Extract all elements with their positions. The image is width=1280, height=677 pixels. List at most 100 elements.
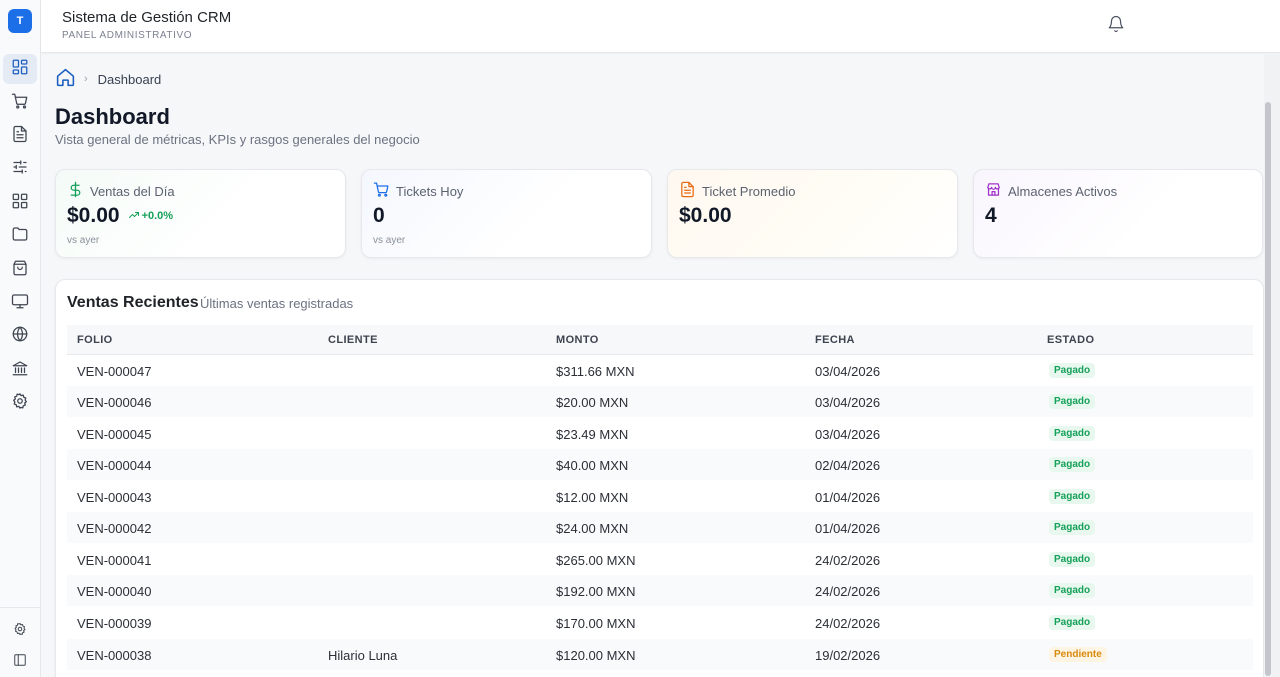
cell-monto: $120.00 MXN [556,648,636,663]
status-badge: Pagado [1049,489,1096,504]
sidebar-toggle-icon [13,653,27,672]
cell-fecha: 19/02/2026 [815,648,881,663]
table-row[interactable]: VEN-000041 $265.00 MXN 24/02/2026 Pagado [67,544,1253,575]
column-header-monto[interactable]: MONTO [556,334,599,346]
sidebar-footer [0,607,40,677]
monitor-icon [11,292,29,315]
cell-folio: VEN-000044 [77,458,152,473]
bell-icon [1107,15,1125,37]
receipt-icon [679,181,696,201]
status-badge: Pagado [1049,457,1096,472]
app-logo[interactable]: T [8,9,32,33]
store-icon [985,181,1002,201]
status-badge: Pagado [1049,552,1096,567]
cell-folio: VEN-000043 [77,490,152,505]
table-row[interactable]: VEN-000042 $24.00 MXN 01/04/2026 Pagado [67,512,1253,543]
shopping-cart-icon [11,92,29,115]
table-row[interactable]: VEN-000045 $23.49 MXN 03/04/2026 Pagado [67,418,1253,449]
cell-fecha: 02/04/2026 [815,458,881,473]
column-header-cliente[interactable]: CLIENTE [328,334,378,346]
table-row[interactable]: VEN-000046 $20.00 MXN 03/04/2026 Pagado [67,386,1253,417]
table-row[interactable]: VEN-000040 $192.00 MXN 24/02/2026 Pagado [67,575,1253,606]
table-row[interactable]: VEN-000043 $12.00 MXN 01/04/2026 Pagado [67,481,1253,512]
cell-fecha: 24/02/2026 [815,584,881,599]
cell-fecha: 24/02/2026 [815,616,881,631]
app-subtitle: PANEL ADMINISTRATIVO [62,30,193,41]
table-row[interactable]: VEN-000044 $40.00 MXN 02/04/2026 Pagado [67,449,1253,480]
shopping-cart-icon [373,181,390,201]
sidebar-item-configuracion[interactable] [3,388,37,418]
kpi-value: $0.00 [679,204,732,227]
column-header-folio[interactable]: FOLIO [77,334,113,346]
table-row[interactable]: VEN-000039 $170.00 MXN 24/02/2026 Pagado [67,607,1253,638]
sidebar-item-productos[interactable] [3,255,37,285]
app-title: Sistema de Gestión CRM [62,9,232,26]
sidebar-item-carpetas[interactable] [3,221,37,251]
table-row[interactable]: VEN-000038 Hilario Luna $120.00 MXN 19/0… [67,639,1253,670]
sidebar-item-dashboard[interactable] [3,54,37,84]
grid-icon [11,192,29,215]
cell-monto: $265.00 MXN [556,553,636,568]
kpi-value: 4 [985,204,997,227]
folder-icon [11,225,29,248]
cell-folio: VEN-000040 [77,584,152,599]
sidebar-settings-button[interactable] [3,616,37,646]
sidebar-item-bancos[interactable] [3,355,37,385]
kpi-trend: +0.0% [128,209,174,224]
breadcrumb: › Dashboard [55,67,161,91]
cell-monto: $40.00 MXN [556,458,629,473]
grid-dashboard-icon [11,58,29,81]
cell-monto: $12.00 MXN [556,490,629,505]
page-title: Dashboard [55,104,170,129]
table-row[interactable]: VEN-000047 $311.66 MXN 03/04/2026 Pagado [67,355,1253,386]
column-header-estado[interactable]: ESTADO [1047,334,1095,346]
notifications-button[interactable] [1107,15,1127,35]
scrollbar-thumb[interactable] [1265,102,1271,676]
cell-folio: VEN-000047 [77,364,152,379]
sidebar-item-documentos[interactable] [3,121,37,151]
cell-cliente: Hilario Luna [328,648,398,663]
kpi-trend-value: +0.0% [141,210,174,222]
sidebar: T [0,0,41,677]
kpi-value: $0.00 [67,204,120,227]
kpi-label: Ticket Promedio [702,183,796,199]
kpi-card-ticket-promedio: Ticket Promedio $0.00 [667,169,958,258]
top-header: Sistema de Gestión CRM PANEL ADMINISTRAT… [41,0,1280,53]
dollar-icon [67,181,84,201]
cell-fecha: 03/04/2026 [815,427,881,442]
home-icon[interactable] [55,67,76,91]
globe-icon [11,325,29,348]
cell-monto: $170.00 MXN [556,616,636,631]
breadcrumb-current: Dashboard [97,71,162,87]
cell-folio: VEN-000046 [77,395,152,410]
sidebar-item-pos[interactable] [3,288,37,318]
package-icon [11,259,29,282]
cell-folio: VEN-000045 [77,427,152,442]
cell-fecha: 03/04/2026 [815,395,881,410]
kpi-card-almacenes-activos: Almacenes Activos 4 [973,169,1263,258]
sidebar-item-modulos[interactable] [3,188,37,218]
column-header-fecha[interactable]: FECHA [815,334,855,346]
cell-folio: VEN-000042 [77,521,152,536]
status-badge: Pagado [1049,363,1096,378]
sidebar-item-ventas[interactable] [3,88,37,118]
kpi-card-tickets-hoy: Tickets Hoy 0 vs ayer [361,169,652,258]
cell-monto: $20.00 MXN [556,395,629,410]
status-badge: Pagado [1049,583,1096,598]
recent-sales-subtitle: Últimas ventas registradas [200,296,354,311]
kpi-label: Almacenes Activos [1008,183,1118,199]
sidebar-item-web[interactable] [3,321,37,351]
cell-fecha: 03/04/2026 [815,364,881,379]
kpi-footnote: vs ayer [67,235,100,246]
status-badge: Pagado [1049,394,1096,409]
file-text-icon [11,125,29,148]
kpi-label: Ventas del Día [90,183,175,199]
cell-folio: VEN-000041 [77,553,152,568]
status-badge: Pagado [1049,520,1096,535]
kpi-value: 0 [373,204,385,227]
sidebar-collapse-button[interactable] [3,647,37,677]
kpi-footnote: vs ayer [373,235,406,246]
sidebar-item-ajustes[interactable] [3,154,37,184]
cell-fecha: 01/04/2026 [815,521,881,536]
bank-icon [11,359,29,382]
